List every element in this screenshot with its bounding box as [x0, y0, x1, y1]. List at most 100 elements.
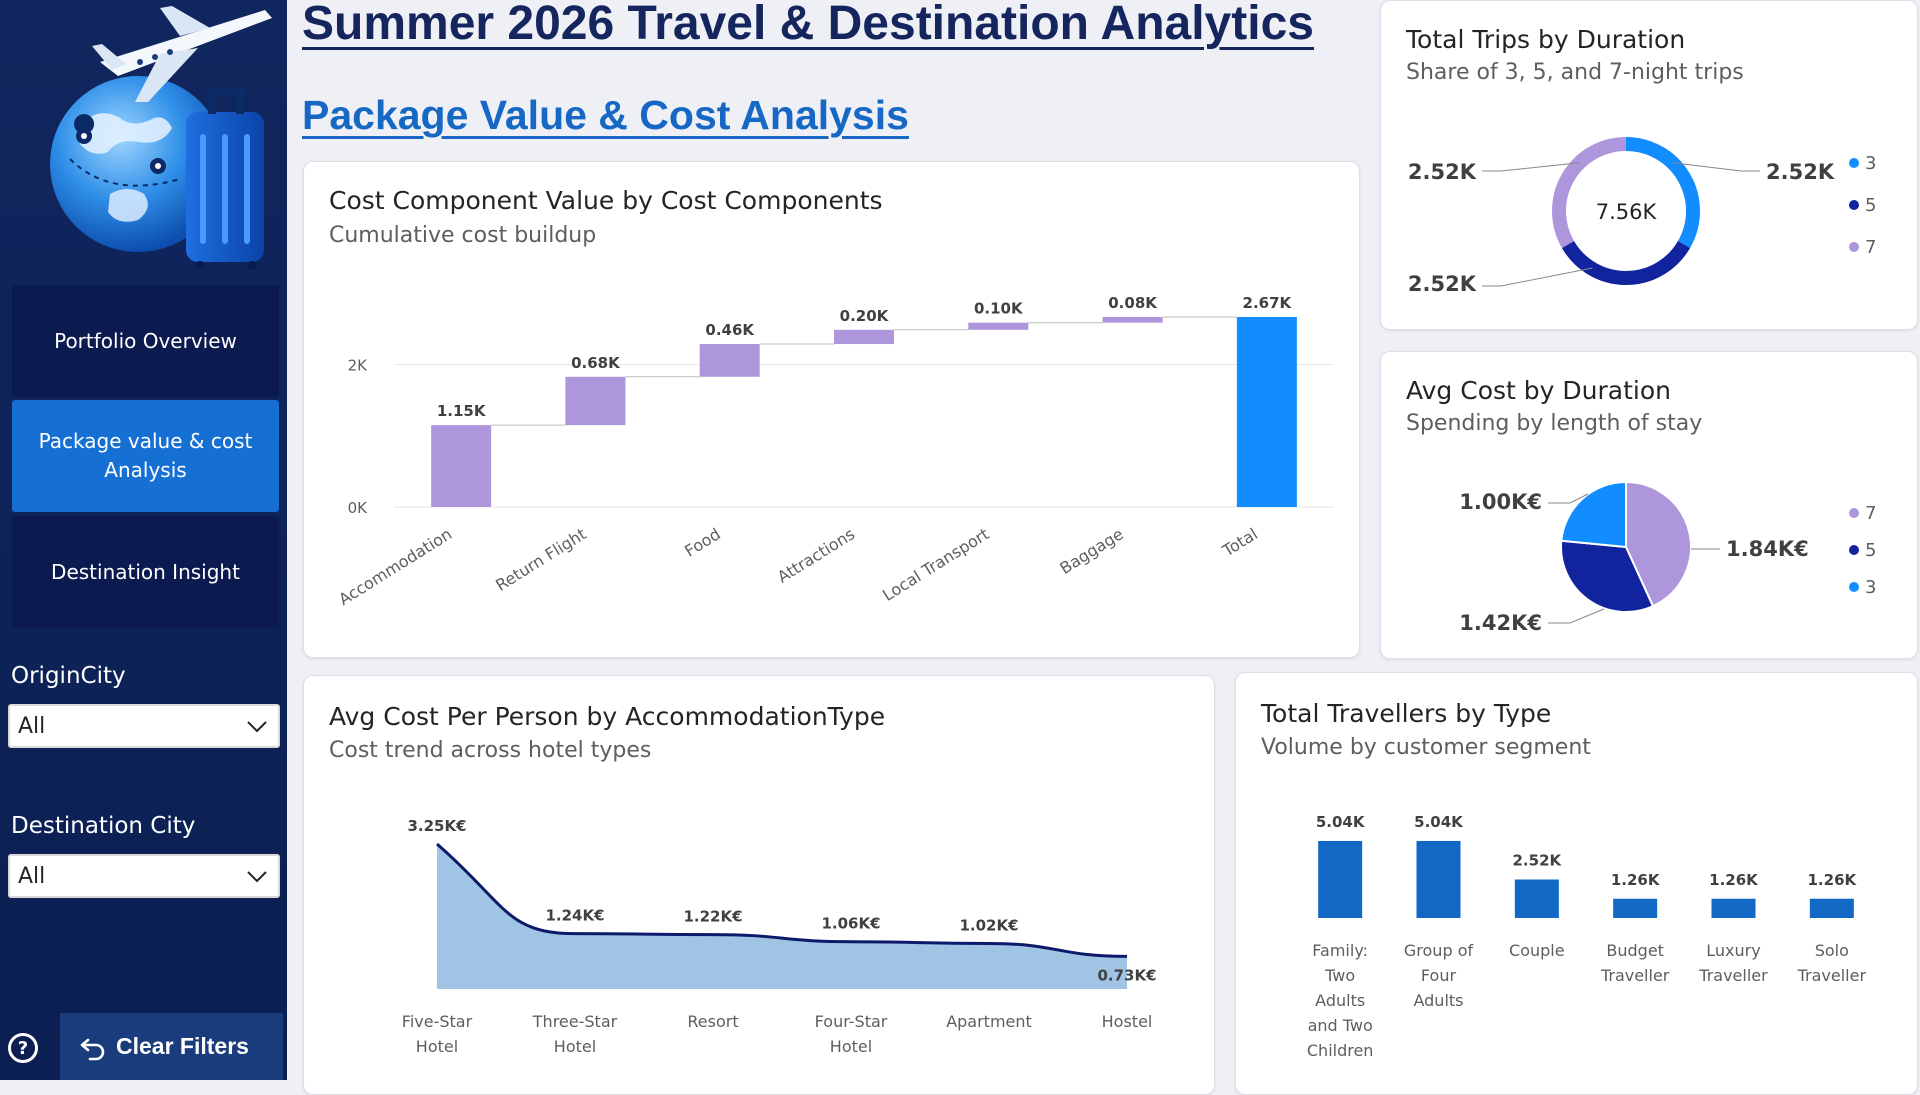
traveller-bar	[1318, 841, 1363, 918]
data-label: 2.52K	[1513, 852, 1563, 870]
origin-city-dropdown[interactable]: All	[8, 704, 280, 748]
area-card: Avg Cost Per Person by AccommodationType…	[303, 675, 1215, 1095]
legend-marker	[1849, 158, 1859, 168]
waterfall-chart: 0K 2K 1.15K Accommodation 0.68K Return Flight…	[335, 294, 1334, 609]
x-tick-label: Resort	[687, 1012, 738, 1031]
y-tick-label: 2K	[348, 357, 369, 375]
x-tick-label: Couple	[1509, 941, 1565, 960]
data-label: 1.22K€	[683, 908, 742, 926]
x-tick-label: Adults	[1315, 991, 1365, 1010]
traveller-bar	[1514, 879, 1559, 918]
x-tick-label: Four-Star	[815, 1012, 888, 1031]
waterfall-bar	[1236, 317, 1297, 507]
origin-city-value: All	[18, 713, 46, 739]
area-fill	[437, 844, 1127, 989]
legend-label: 3	[1865, 153, 1876, 174]
data-label: 0.10K	[974, 300, 1024, 318]
x-tick-label: Traveller	[1698, 966, 1768, 985]
legend-label: 7	[1865, 237, 1876, 258]
card-title: Total Trips by Duration	[1406, 25, 1686, 54]
legend-marker	[1849, 545, 1859, 555]
nav-portfolio-overview[interactable]: Portfolio Overview	[12, 285, 279, 397]
travellers-card: Total Travellers by Type Volume by custo…	[1235, 672, 1918, 1095]
x-tick-label: Attractions	[774, 524, 858, 586]
data-label: 0.68K	[571, 354, 621, 372]
x-tick-label: Hotel	[830, 1037, 872, 1056]
data-label: 2.52K	[1408, 160, 1477, 184]
waterfall-bar	[968, 322, 1029, 330]
x-tick-label: Family:	[1312, 941, 1368, 960]
donut-slice	[1552, 137, 1627, 248]
waterfall-bar	[565, 376, 626, 426]
clear-filters-button[interactable]: Clear Filters	[60, 1013, 283, 1080]
nav-label: Destination Insight	[51, 559, 240, 584]
card-subtitle: Volume by customer segment	[1261, 735, 1591, 760]
legend-label: 3	[1865, 577, 1876, 598]
travellers-bar-chart: 5.04K Family: Two Adults and Two Children 5.04…	[1307, 813, 1867, 1060]
x-tick-label: Return Flight	[492, 524, 589, 595]
x-tick-label: and Two	[1308, 1016, 1373, 1035]
nav-destination-insight[interactable]: Destination Insight	[12, 516, 279, 628]
data-label: 0.46K	[705, 321, 755, 339]
nav-label: Portfolio Overview	[54, 328, 237, 353]
data-label: 0.20K	[840, 307, 890, 325]
card-title: Cost Component Value by Cost Components	[329, 186, 883, 215]
origin-city-label: OriginCity	[11, 663, 126, 689]
pie-slice	[1625, 480, 1692, 608]
leader-line	[1482, 267, 1593, 287]
x-tick-label: Adults	[1413, 991, 1463, 1010]
x-tick-label: Hostel	[1102, 1012, 1153, 1031]
legend-label: 7	[1865, 503, 1876, 524]
x-tick-label: Traveller	[1600, 966, 1670, 985]
card-subtitle: Cumulative cost buildup	[329, 223, 597, 248]
donut-chart: 7.56K 2.52K 2.52K 2.52K 3 5 7	[1408, 137, 1876, 296]
traveller-bar	[1613, 898, 1658, 918]
waterfall-bar	[699, 344, 760, 377]
y-tick-label: 0K	[348, 499, 369, 517]
x-tick-label: Accommodation	[335, 524, 455, 609]
x-tick-label: Total	[1218, 524, 1261, 560]
area-chart: 3.25K€ 1.24K€ 1.22K€ 1.06K€ 1.02K€ 0.73K€ Five…	[402, 817, 1157, 1056]
leader-line	[1672, 162, 1760, 172]
destination-city-value: All	[18, 863, 46, 889]
card-title: Avg Cost by Duration	[1406, 376, 1671, 405]
traveller-bar	[1809, 898, 1854, 918]
help-icon: ?	[17, 1037, 29, 1059]
traveller-bar	[1711, 898, 1756, 918]
data-label: 1.15K	[437, 402, 487, 420]
leader-line	[1548, 608, 1605, 624]
leader-line	[1482, 162, 1580, 172]
data-label: 0.08K	[1108, 294, 1158, 312]
x-tick-label: Local Transport	[879, 524, 992, 605]
x-tick-label: Five-Star	[402, 1012, 473, 1031]
waterfall-card: Cost Component Value by Cost Components …	[303, 161, 1360, 658]
x-tick-label: Children	[1307, 1041, 1374, 1060]
traveller-bar	[1416, 841, 1461, 918]
x-tick-label: Traveller	[1797, 966, 1867, 985]
x-tick-label: Four	[1421, 966, 1457, 985]
pie-slice	[1560, 480, 1627, 549]
destination-city-dropdown[interactable]: All	[8, 854, 280, 898]
page-title: Summer 2026 Travel & Destination Analyti…	[302, 0, 1314, 50]
data-label: 1.26K	[1808, 871, 1858, 889]
data-label: 1.26K	[1709, 871, 1759, 889]
x-tick-label: Solo	[1815, 941, 1849, 960]
waterfall-bar	[834, 329, 894, 345]
page-subtitle: Package Value & Cost Analysis	[302, 92, 909, 138]
donut-slice	[1625, 137, 1700, 248]
x-tick-label: Group of	[1404, 941, 1474, 960]
legend-marker	[1849, 582, 1859, 592]
nav-package-value-cost-analysis[interactable]: Package value & cost Analysis	[12, 400, 279, 512]
data-label: 1.00K€	[1459, 490, 1542, 514]
data-label: 3.25K€	[407, 817, 466, 835]
area-line	[436, 842, 1128, 958]
help-button[interactable]: ?	[8, 1033, 38, 1063]
data-label: 1.24K€	[545, 907, 604, 925]
cost-pie-card: Avg Cost by Duration Spending by length …	[1380, 351, 1918, 659]
clear-filters-label: Clear Filters	[116, 1033, 249, 1059]
legend-marker	[1849, 200, 1859, 210]
x-tick-label: Luxury	[1706, 941, 1760, 960]
x-tick-label: Baggage	[1056, 524, 1126, 578]
data-label: 5.04K	[1414, 813, 1464, 831]
x-tick-label: Apartment	[946, 1012, 1032, 1031]
